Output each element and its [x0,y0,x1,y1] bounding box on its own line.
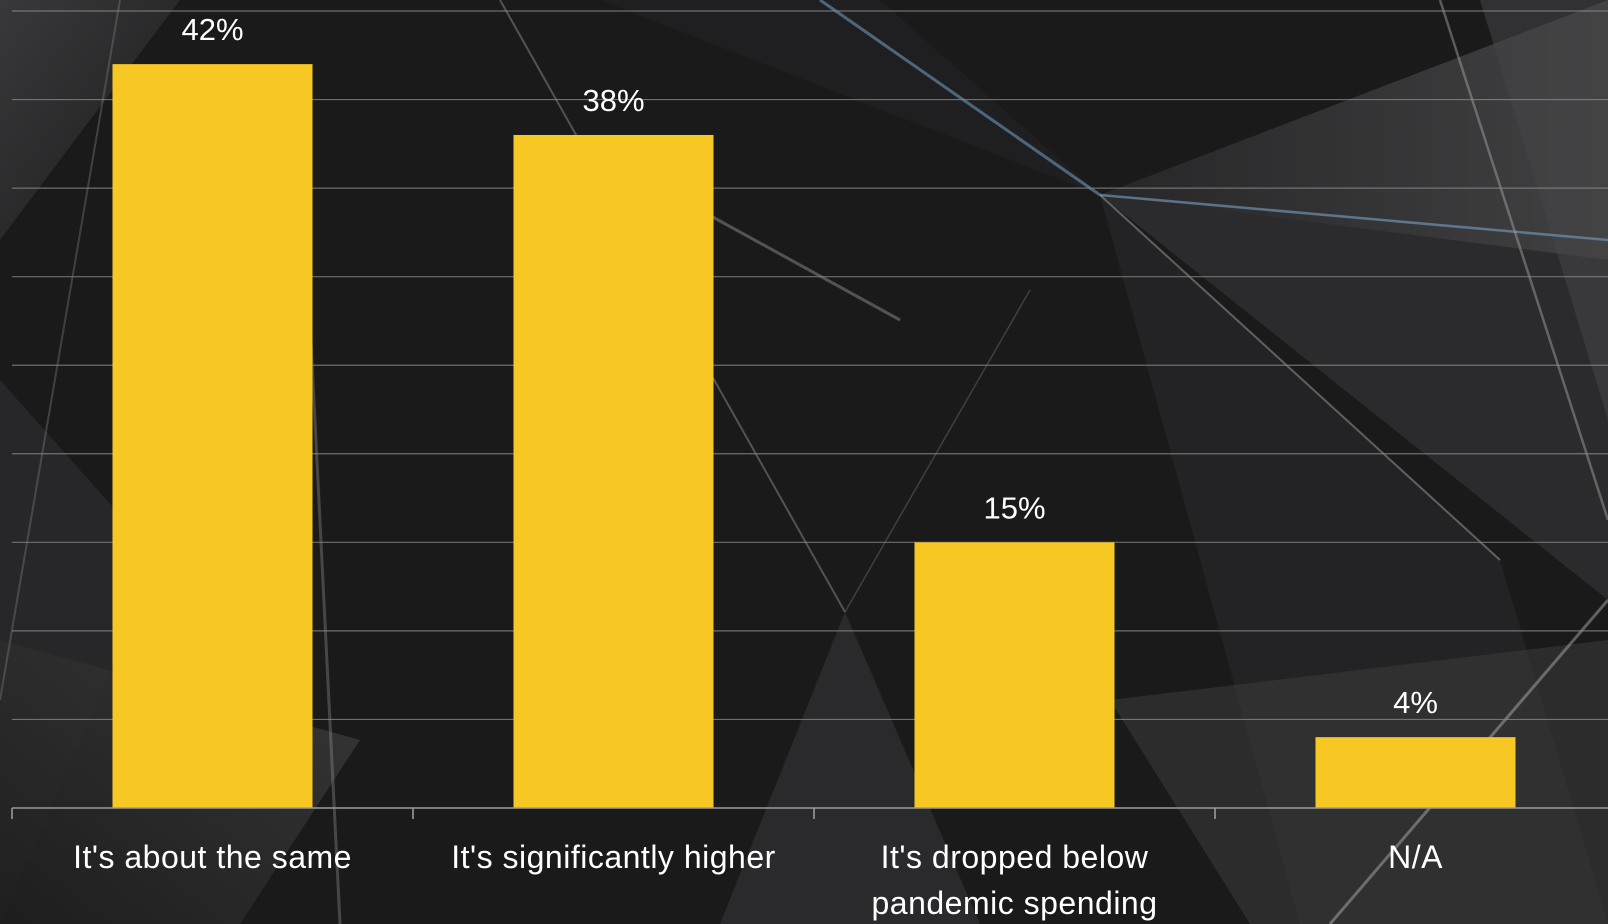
category-label: It's dropped below pandemic spending [871,839,1157,921]
category-label: N/A [1388,839,1443,875]
category-labels: It's about the same It's significantly hi… [73,839,1443,921]
category-label-line: It's significantly higher [451,839,776,875]
x-axis [11,807,1608,819]
bars [112,64,1516,809]
category-label: It's about the same [73,839,352,875]
data-label: 38% [582,83,644,118]
category-label: It's significantly higher [451,839,776,875]
category-label-line: pandemic spending [871,885,1157,921]
bar [112,64,313,809]
category-label-line: It's dropped below [881,839,1149,875]
category-label-line: N/A [1388,839,1443,875]
data-label: 4% [1393,685,1438,720]
bar [513,134,714,808]
bar [914,542,1115,808]
data-label: 42% [181,12,243,47]
bar [1315,737,1516,808]
category-label-line: It's about the same [73,839,352,875]
data-label: 15% [983,490,1045,525]
data-labels: 42% 38% 15% 4% [181,12,1437,720]
